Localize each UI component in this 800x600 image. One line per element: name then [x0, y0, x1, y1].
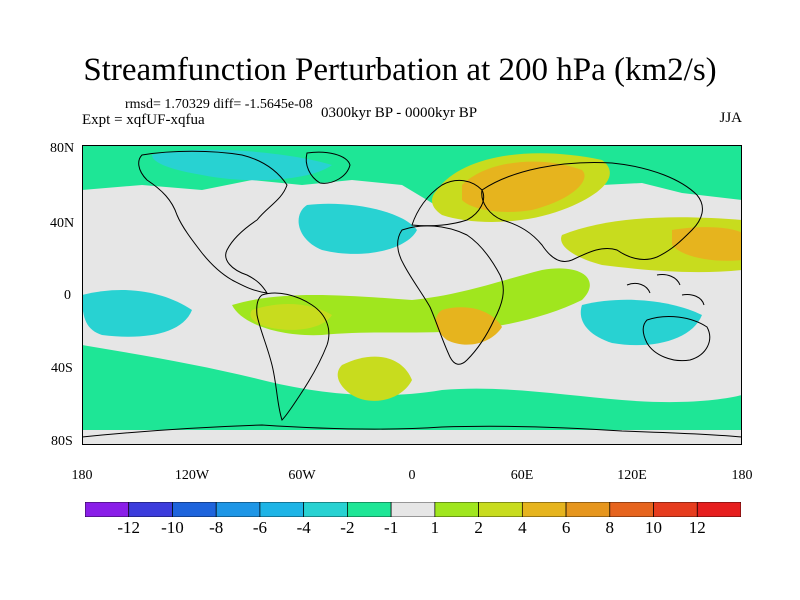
- colorbar-label: 10: [645, 518, 663, 537]
- coastlines: [82, 150, 742, 438]
- colorbar-box: [303, 502, 348, 517]
- colorbar-box: [696, 502, 741, 517]
- map-frame: [82, 145, 742, 445]
- coast-south-america: [256, 292, 330, 421]
- colorbar-box: [85, 502, 130, 517]
- streamfunction-map: [82, 145, 742, 445]
- colorbar-box: [215, 502, 261, 517]
- colorbar-box: [565, 502, 611, 517]
- coast-greenland: [305, 151, 351, 184]
- colorbar-label: -10: [161, 518, 184, 537]
- coast-australia: [642, 315, 711, 362]
- coast-north-america: [138, 150, 288, 294]
- xlabel-180w: 180: [71, 468, 93, 483]
- colorbar-label: 6: [561, 518, 571, 537]
- xlabel-120w: 120W: [174, 468, 210, 483]
- colorbar-label: -12: [117, 518, 141, 537]
- figure-title: Streamfunction Perturbation at 200 hPa (…: [83, 52, 717, 88]
- expt-text: Expt = xqfUF-xqfua: [82, 112, 205, 128]
- field-indian-cyan: [580, 299, 702, 346]
- colorbar-label: 1: [430, 518, 440, 537]
- ylabel-0: 0: [64, 288, 71, 303]
- coast-africa: [397, 225, 504, 365]
- colorbar-label: -1: [384, 518, 399, 537]
- coast-asia: [481, 162, 703, 262]
- contour-fields: [82, 145, 742, 445]
- coast-islands: [626, 274, 705, 306]
- field-pacific-pos4: [672, 227, 742, 261]
- colorbar-box: [390, 502, 436, 517]
- field-atlantic-cyan: [298, 203, 417, 254]
- coast-antarctica: [82, 424, 742, 438]
- ylabel-80n: 80N: [50, 141, 75, 156]
- colorbar-box: [478, 502, 523, 517]
- field-antarctic-neutral: [82, 430, 742, 445]
- xlabel-60w: 60W: [288, 468, 316, 483]
- colorbar-box: [259, 502, 305, 517]
- colorbar-label: -4: [296, 518, 311, 537]
- colorbar-label: 8: [605, 518, 615, 537]
- colorbar-box: [128, 502, 173, 517]
- colorbar-box: [347, 502, 392, 517]
- field-spacific-cyan: [82, 290, 192, 337]
- ylabel-40n: 40N: [50, 216, 75, 231]
- field-south-atlantic-pos: [337, 356, 412, 401]
- rmsd-text: rmsd= 1.70329 diff= -1.5645e-08: [125, 97, 313, 112]
- ylabel-80s: 80S: [51, 434, 73, 449]
- ylabel-40s: 40S: [51, 361, 73, 376]
- season-text: JJA: [719, 110, 742, 126]
- xlabel-180e: 180: [731, 468, 753, 483]
- colorbar-box: [172, 502, 217, 517]
- colorbar-label: 12: [688, 518, 706, 537]
- colorbar-box: [609, 502, 654, 517]
- field-southern-band: [82, 345, 742, 445]
- xlabel-60e: 60E: [510, 468, 534, 483]
- xlabel-120e: 120E: [617, 468, 647, 483]
- field-tropical-pos2: [250, 303, 332, 330]
- colorbar-label: -2: [340, 518, 355, 537]
- field-eurasia-pos4: [462, 161, 585, 212]
- colorbar-box: [653, 502, 698, 517]
- colorbar-label: -8: [209, 518, 224, 537]
- colorbar-label: -6: [252, 518, 268, 537]
- colorbar-box: [521, 502, 567, 517]
- field-na-cyan: [152, 149, 332, 181]
- colorbar-box: [434, 502, 479, 517]
- colorbar-label: 2: [474, 518, 483, 537]
- colorbar: [85, 502, 741, 517]
- period-text: 0300kyr BP - 0000kyr BP: [321, 105, 478, 121]
- colorbar-label: 4: [518, 518, 527, 537]
- xlabel-0: 0: [408, 468, 416, 483]
